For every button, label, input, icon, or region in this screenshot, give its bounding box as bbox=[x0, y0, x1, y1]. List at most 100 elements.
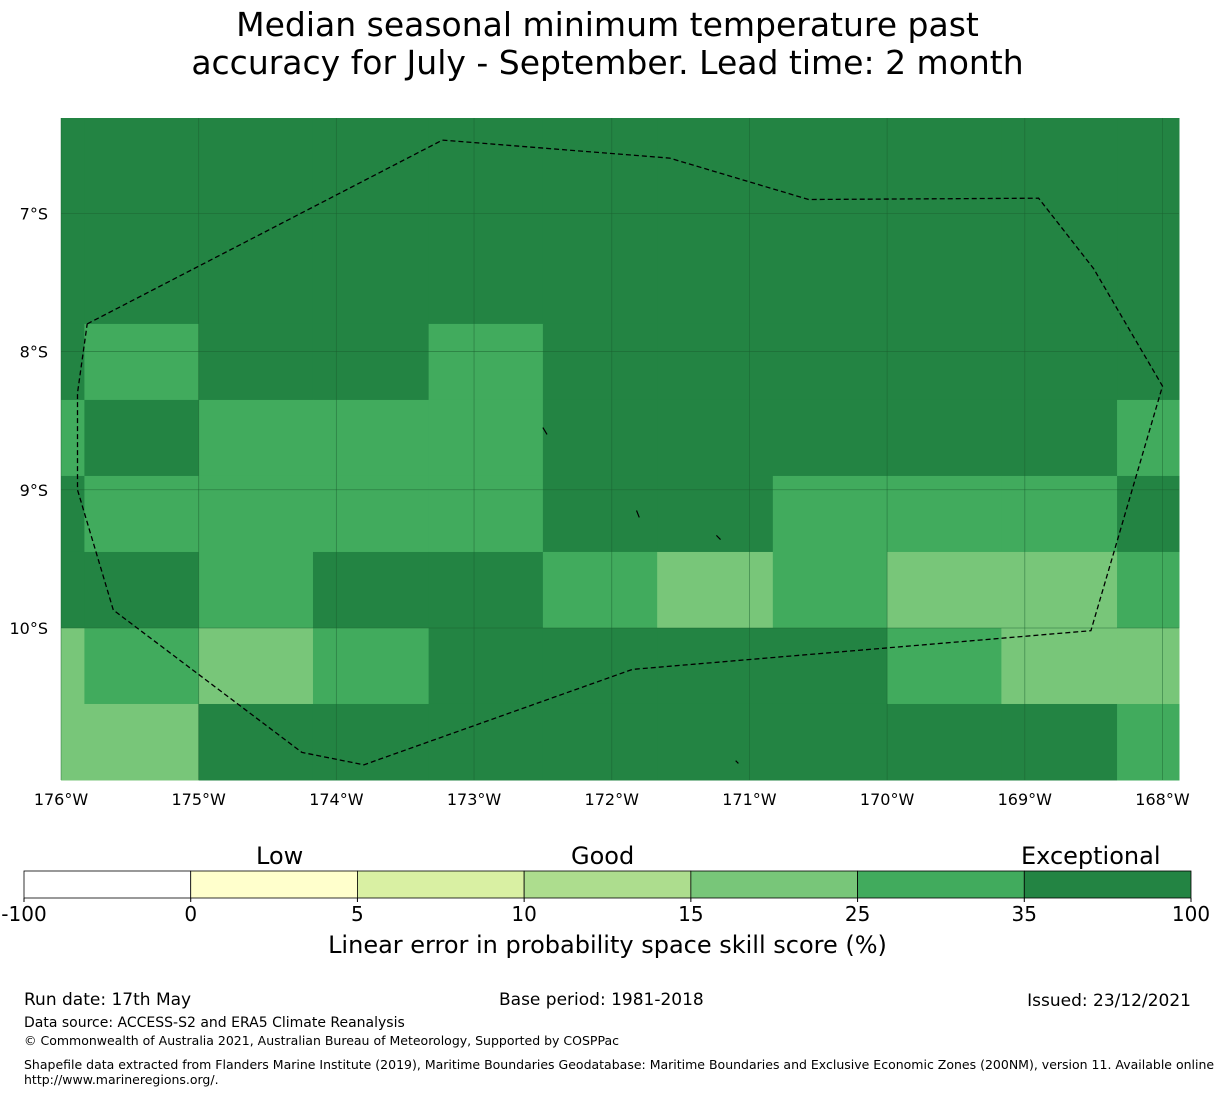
grid-cell bbox=[657, 323, 774, 401]
colorbar-tick-label: 5 bbox=[351, 902, 364, 926]
grid-cell bbox=[312, 475, 430, 553]
run-date: Run date: 17th May bbox=[24, 990, 192, 1010]
grid-cell bbox=[428, 475, 544, 553]
grid-cell bbox=[198, 551, 314, 629]
grid-cell bbox=[312, 627, 430, 705]
grid-cell bbox=[198, 475, 314, 553]
grid-cell bbox=[312, 399, 430, 477]
grid-cell bbox=[61, 551, 85, 629]
shapefile-credit-line-2: http://www.marineregions.org/. bbox=[24, 1072, 219, 1087]
title-line-1: Median seasonal minimum temperature past bbox=[236, 5, 979, 44]
grid-cell bbox=[1001, 399, 1118, 477]
island-outline bbox=[715, 534, 721, 540]
map-figure: 176°W 175°W 174°W 173°W 172°W 171°W 170°W 169°W… bbox=[1, 118, 1210, 926]
colorbar-tick-labels: -100 0 5 10 15 25 35 100 bbox=[1, 898, 1210, 926]
grid-cell bbox=[772, 475, 888, 553]
grid-cell bbox=[772, 399, 888, 477]
longitude-tick-labels: 176°W 175°W 174°W 173°W 172°W 171°W 170°W 169°W… bbox=[34, 790, 1190, 809]
grid-cell bbox=[428, 627, 544, 705]
colorbar-bin bbox=[190, 870, 358, 899]
eez-boundary bbox=[76, 139, 1164, 766]
grid-cell bbox=[1117, 118, 1180, 325]
colorbar-bin bbox=[690, 870, 858, 899]
grid-cell bbox=[887, 475, 1002, 553]
grid-cell bbox=[1001, 475, 1118, 553]
lat-tick-label: 8°S bbox=[20, 343, 48, 362]
grid-cell bbox=[542, 399, 658, 477]
lon-tick-label: 175°W bbox=[172, 790, 227, 809]
grid-cell bbox=[198, 627, 314, 705]
grid-cell bbox=[428, 703, 544, 781]
grid-cell bbox=[428, 118, 544, 325]
lon-tick-label: 168°W bbox=[1135, 790, 1190, 809]
grid-cell bbox=[84, 399, 200, 477]
category-exceptional: Exceptional bbox=[1021, 842, 1161, 870]
grid-cell bbox=[312, 703, 430, 781]
grid-cell bbox=[542, 475, 658, 553]
data-source: Data source: ACCESS-S2 and ERA5 Climate … bbox=[24, 1015, 405, 1031]
grid-cell bbox=[61, 627, 85, 705]
grid-cell bbox=[84, 551, 200, 629]
lon-tick-label: 169°W bbox=[998, 790, 1053, 809]
grid-cell bbox=[61, 118, 85, 325]
graticule bbox=[60, 118, 1179, 780]
lat-tick-label: 9°S bbox=[20, 481, 48, 500]
grid-cell bbox=[198, 703, 314, 781]
grid-cell bbox=[61, 703, 85, 781]
grid-cell bbox=[1001, 323, 1118, 401]
grid-cell bbox=[887, 399, 1002, 477]
grid-cell bbox=[198, 118, 314, 325]
base-period: Base period: 1981-2018 bbox=[499, 990, 704, 1010]
grid-cell bbox=[772, 118, 888, 325]
skill-grid bbox=[61, 118, 1180, 781]
grid-cell bbox=[84, 475, 200, 553]
grid-cell bbox=[312, 118, 430, 325]
grid-cell bbox=[61, 399, 85, 477]
grid-cell bbox=[772, 551, 888, 629]
lon-tick-label: 172°W bbox=[585, 790, 640, 809]
lon-tick-label: 173°W bbox=[447, 790, 502, 809]
latitude-tick-labels: 7°S 8°S 9°S 10°S bbox=[9, 204, 48, 638]
copyright: © Commonwealth of Australia 2021, Austra… bbox=[24, 1033, 619, 1048]
grid-cell bbox=[887, 627, 1002, 705]
grid-cell bbox=[1001, 627, 1118, 705]
category-good: Good bbox=[571, 842, 635, 870]
colorbar-bin bbox=[857, 870, 1025, 899]
grid-cell bbox=[428, 323, 544, 401]
grid-cell bbox=[887, 551, 1002, 629]
colorbar-tick-label: 15 bbox=[678, 902, 703, 926]
colorbar-tick-label: 100 bbox=[1172, 902, 1210, 926]
colorbar-bin bbox=[23, 870, 192, 899]
grid-cell bbox=[542, 323, 658, 401]
grid-cell bbox=[542, 551, 658, 629]
title-line-2: accuracy for July - September. Lead time… bbox=[191, 43, 1024, 82]
grid-cell bbox=[312, 551, 430, 629]
colorbar-tick-label: 25 bbox=[845, 902, 870, 926]
grid-cell bbox=[657, 627, 774, 705]
grid-cell bbox=[312, 323, 430, 401]
lon-tick-label: 176°W bbox=[34, 790, 89, 809]
island-outline bbox=[542, 427, 548, 435]
island-outline bbox=[635, 510, 640, 518]
island-outline bbox=[735, 760, 739, 764]
lon-tick-label: 171°W bbox=[722, 790, 777, 809]
grid-cell bbox=[772, 627, 888, 705]
colorbar-title: Linear error in probability space skill … bbox=[328, 931, 887, 959]
grid-cell bbox=[61, 475, 85, 553]
chart-title: Median seasonal minimum temperature past… bbox=[0, 6, 1215, 82]
grid-cell bbox=[84, 627, 200, 705]
colorbar bbox=[23, 870, 1192, 899]
colorbar-tick-label: 10 bbox=[511, 902, 536, 926]
grid-cell bbox=[1117, 627, 1180, 705]
grid-cell bbox=[1001, 551, 1118, 629]
lat-tick-label: 7°S bbox=[20, 204, 48, 223]
lat-tick-label: 10°S bbox=[9, 619, 48, 638]
grid-cell bbox=[542, 118, 658, 325]
grid-cell bbox=[887, 323, 1002, 401]
grid-cell bbox=[428, 551, 544, 629]
grid-cell bbox=[1001, 703, 1118, 781]
colorbar-tick-label: 35 bbox=[1012, 902, 1037, 926]
colorbar-bin bbox=[1023, 870, 1192, 899]
grid-cell bbox=[772, 323, 888, 401]
grid-cell bbox=[657, 551, 774, 629]
